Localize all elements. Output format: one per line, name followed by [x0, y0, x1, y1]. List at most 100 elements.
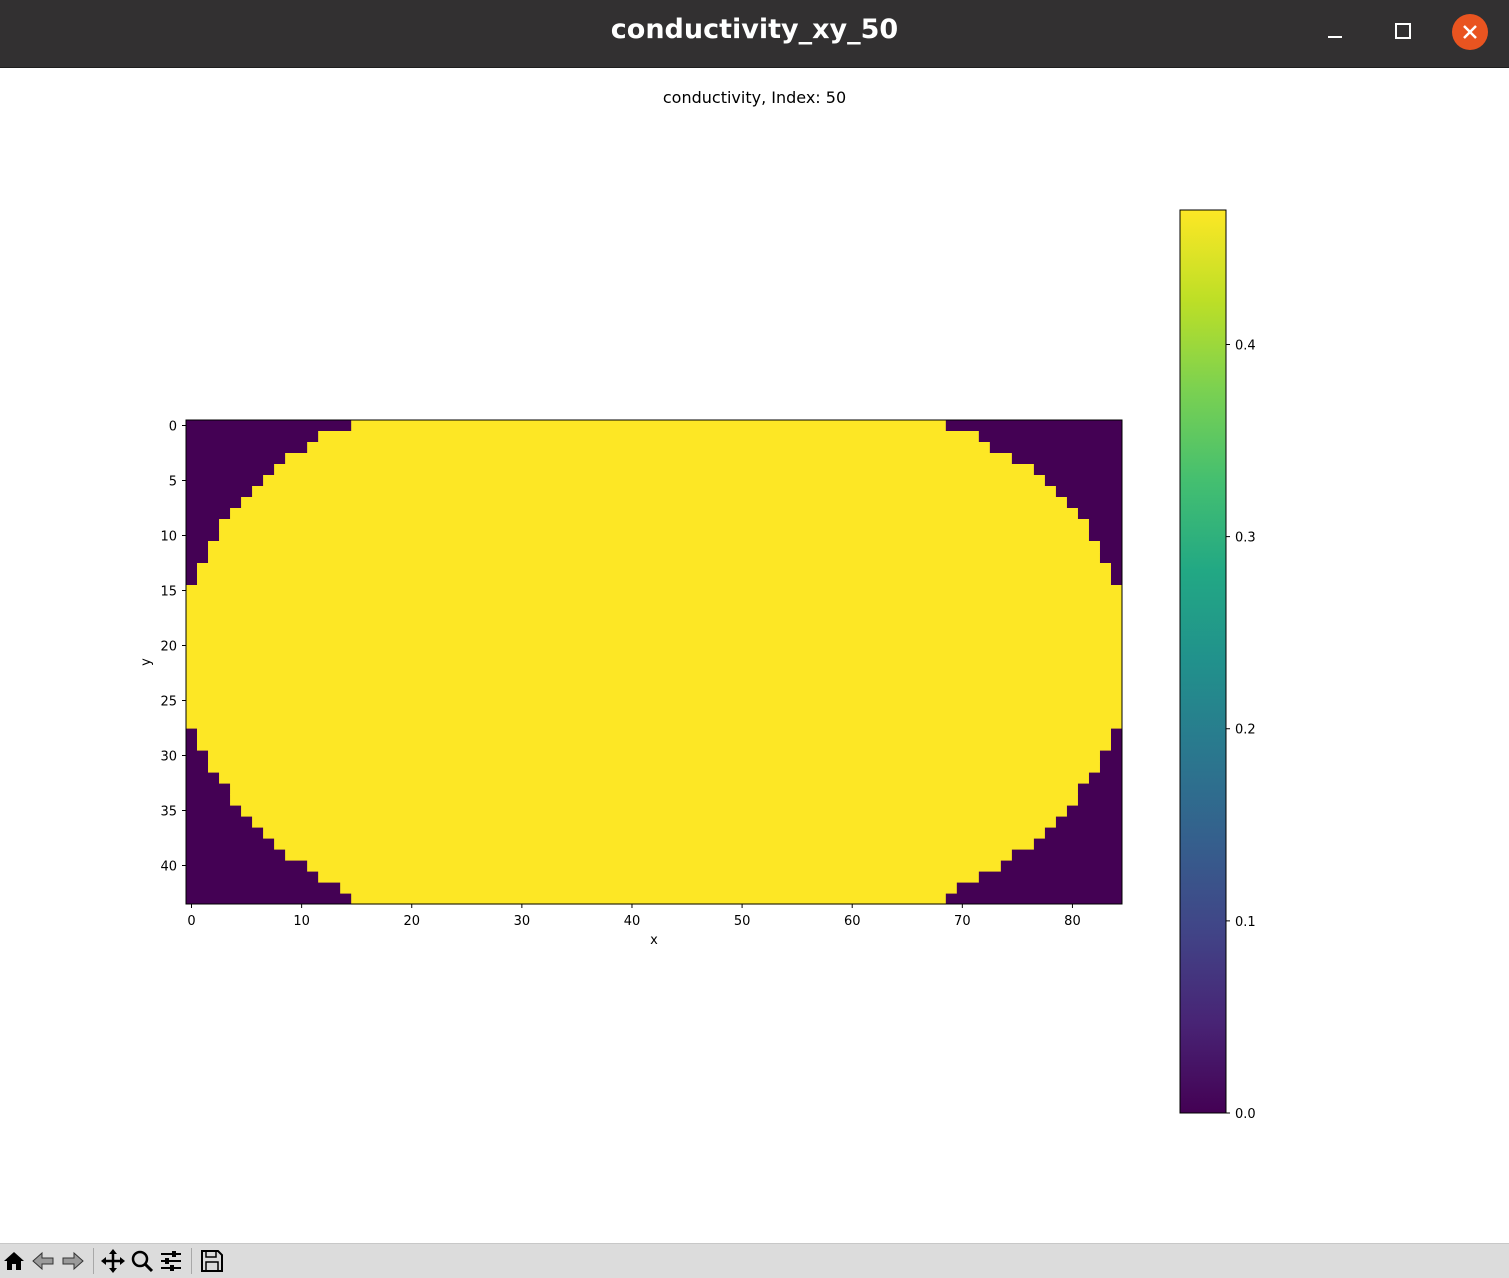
heatmap-row [186, 684, 1122, 696]
forward-arrow-icon [62, 1251, 84, 1271]
heatmap-row [230, 783, 1078, 795]
x-tick-label: 70 [954, 914, 971, 929]
heatmap-row [318, 871, 979, 883]
y-axis-label: y [139, 658, 154, 666]
y-tick-label: 5 [169, 475, 177, 490]
heatmap-row [186, 585, 1122, 597]
heatmap-row [252, 816, 1056, 828]
heatmap-row [230, 508, 1078, 520]
configure-subplots-button[interactable] [158, 1248, 184, 1274]
plot-title: conductivity, Index: 50 [662, 88, 847, 107]
y-tick-label: 35 [160, 805, 177, 820]
heatmap-row [186, 640, 1122, 652]
back-arrow-icon [32, 1251, 54, 1271]
heatmap-row [186, 607, 1122, 619]
heatmap-row [230, 794, 1078, 806]
colorbar-gradient [1179, 209, 1227, 1114]
heatmap-row [285, 849, 1012, 861]
y-tick-label: 0 [169, 420, 177, 435]
heatmap-row [351, 420, 946, 432]
colorbar-tick-label: 0.3 [1235, 531, 1256, 546]
save-icon [201, 1250, 223, 1272]
heatmap-row [307, 442, 990, 454]
navigation-toolbar [0, 1243, 1509, 1278]
heatmap-row [208, 541, 1100, 553]
y-tick-label: 40 [160, 860, 177, 875]
maximize-button[interactable] [1385, 14, 1421, 50]
x-tick-label: 10 [293, 914, 310, 929]
heatmap-row [318, 431, 979, 443]
heatmap-row [219, 530, 1089, 542]
forward-button[interactable] [60, 1248, 86, 1274]
minimize-icon [1328, 36, 1342, 38]
zoom-button[interactable] [129, 1248, 155, 1274]
y-tick-label: 20 [160, 640, 177, 655]
colorbar: 0.0 0.1 0.2 0.3 0.4 [1179, 209, 1256, 1122]
heatmap-row [186, 629, 1122, 641]
close-button[interactable] [1452, 14, 1488, 50]
heatmap-row [186, 596, 1122, 608]
heatmap-row [219, 519, 1089, 531]
colorbar-tick-label: 0.1 [1235, 915, 1256, 930]
heatmap-row [241, 497, 1067, 509]
heatmap-cells [186, 420, 1122, 905]
figure-canvas[interactable]: conductivity, Index: 50 0 10 20 30 40 50 60 70 8… [0, 68, 1509, 1243]
heatmap-row [208, 761, 1100, 773]
heatmap-row [274, 464, 1034, 476]
heatmap-row [208, 750, 1100, 762]
heatmap-row [186, 662, 1122, 674]
y-tick-label: 15 [160, 585, 177, 600]
zoom-icon [131, 1250, 154, 1273]
home-button[interactable] [1, 1248, 27, 1274]
back-button[interactable] [30, 1248, 56, 1274]
pan-button[interactable] [100, 1248, 126, 1274]
heatmap-row [186, 717, 1122, 729]
x-tick-label: 20 [403, 914, 420, 929]
heatmap-row [219, 772, 1089, 784]
x-tick-label: 0 [187, 914, 195, 929]
y-tick-label: 30 [160, 750, 177, 765]
x-tick-label: 50 [734, 914, 751, 929]
y-tick-label: 10 [160, 530, 177, 545]
heatmap-row [263, 475, 1045, 487]
maximize-icon [1395, 23, 1411, 39]
colorbar-tick-label: 0.0 [1235, 1107, 1256, 1122]
heatmap-row [307, 860, 1001, 872]
window-title: conductivity_xy_50 [610, 14, 899, 45]
x-tick-label: 30 [514, 914, 531, 929]
heatmap-row [197, 563, 1111, 575]
heatmap-row [186, 651, 1122, 663]
heatmap-row [241, 805, 1067, 817]
heatmap-row [197, 739, 1111, 751]
heatmap-row [351, 893, 946, 905]
heatmap-row [197, 574, 1111, 586]
heatmap-row [208, 552, 1100, 564]
axes-frame [185, 419, 1123, 905]
heatmap-row [197, 728, 1111, 740]
x-tick-label: 40 [624, 914, 641, 929]
heatmap-row [186, 695, 1122, 707]
heatmap-row [252, 486, 1056, 498]
colorbar-tick-label: 0.4 [1235, 338, 1256, 353]
pan-icon [101, 1249, 125, 1273]
x-tick-label: 80 [1064, 914, 1081, 929]
x-axis-label: x [650, 933, 658, 948]
y-tick-label: 25 [160, 695, 177, 710]
heatmap-row [186, 618, 1122, 630]
axes: 0 10 20 30 40 50 60 70 80 0 5 10 15 20 25 30 35 40 x y [139, 419, 1123, 948]
heatmap-row [186, 673, 1122, 685]
toolbar-separator [93, 1248, 94, 1274]
colorbar-tick-label: 0.2 [1235, 723, 1256, 738]
save-button[interactable] [199, 1248, 225, 1274]
heatmap-row [285, 453, 1012, 465]
minimize-button[interactable] [1317, 14, 1353, 50]
heatmap-row [263, 827, 1045, 839]
close-icon [1463, 25, 1477, 39]
home-icon [4, 1252, 24, 1270]
heatmap-row [340, 882, 957, 894]
heatmap-row [274, 838, 1034, 850]
configure-subplots-icon [161, 1251, 181, 1271]
window-titlebar: conductivity_xy_50 [0, 0, 1509, 68]
x-tick-label: 60 [844, 914, 861, 929]
